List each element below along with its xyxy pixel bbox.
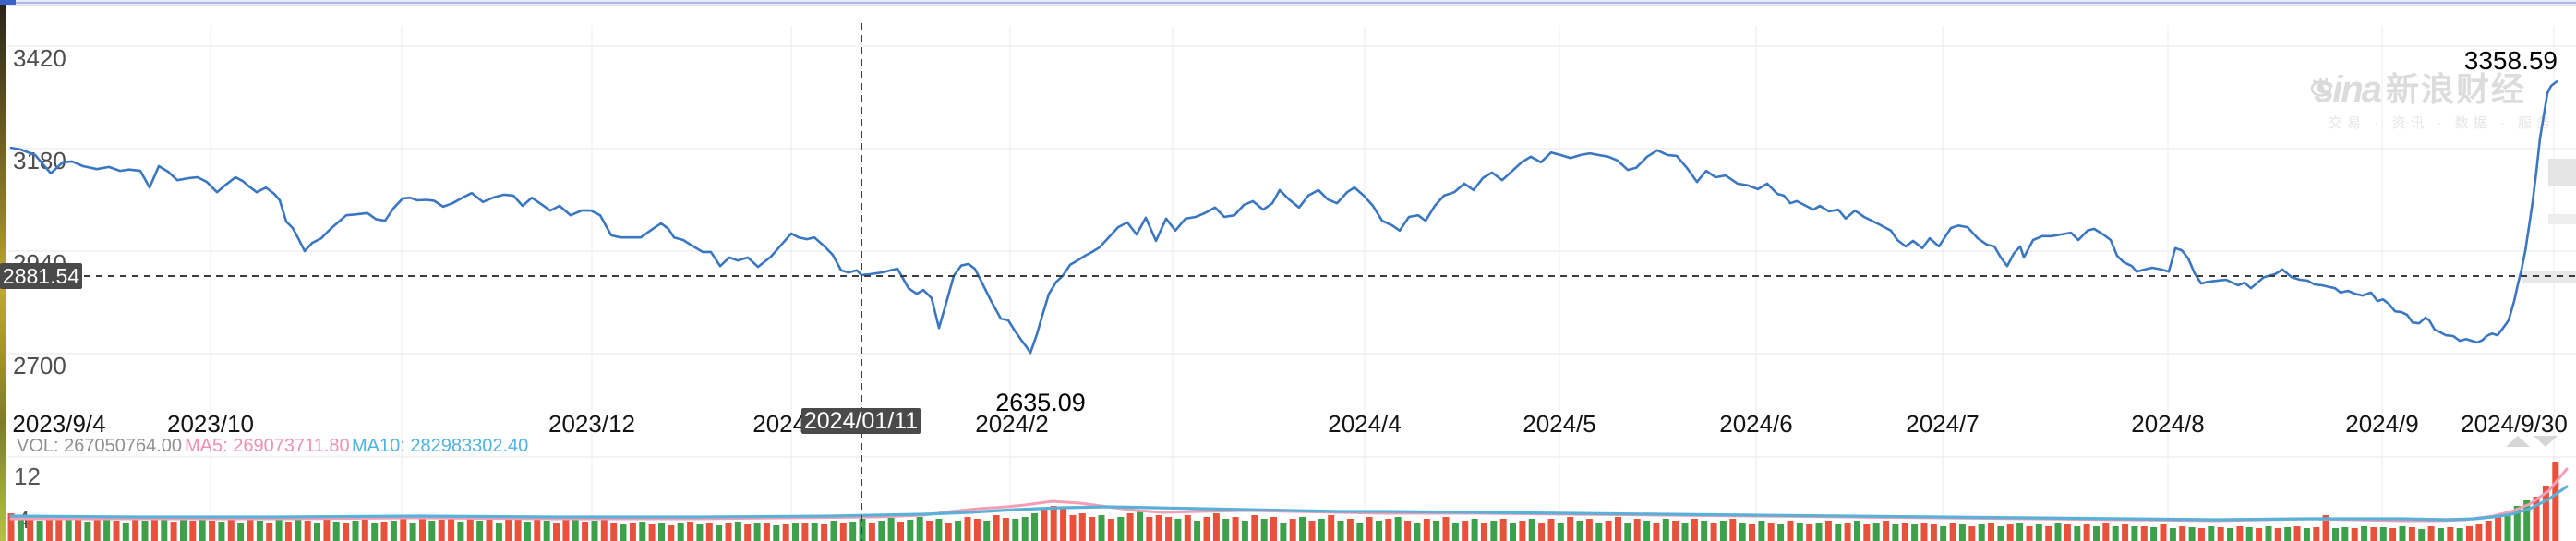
ma5-value-label: MA5: 269073711.80	[185, 436, 350, 456]
date-tick-2023-9-4: 2023/9/4	[12, 410, 106, 438]
top-progress-strip	[0, 0, 2576, 6]
date-tick-2023-12: 2023/12	[548, 410, 635, 438]
date-tick-2024-4: 2024/4	[1328, 410, 1402, 438]
pan-down-triangle-button[interactable]	[2534, 436, 2558, 447]
date-tick-2024-9: 2024/9	[2345, 410, 2419, 438]
right-edge-fragment	[2548, 214, 2576, 224]
ma10-value-label: MA10: 282983302.40	[352, 436, 529, 456]
date-tick-2024-8: 2024/8	[2131, 410, 2205, 438]
pan-up-triangle-button[interactable]	[2506, 436, 2530, 447]
sina-watermark: sina 新浪财经 交易 · 资讯 · 数据 · 服务	[2308, 69, 2576, 132]
date-tick-2024-2: 2024/2	[975, 410, 1049, 438]
sina-brand-cn-text: 新浪财经	[2386, 70, 2527, 108]
crosshair-price-badge: 2881.54	[0, 263, 82, 289]
date-tick-2024-7: 2024/7	[1906, 410, 1980, 438]
top-progress-line	[0, 2, 2576, 4]
date-tick-2024-9-30: 2024/9/30	[2461, 410, 2568, 438]
date-tick-2024-5: 2024/5	[1523, 410, 1596, 438]
date-tick-2024-6: 2024/6	[1719, 410, 1793, 438]
min-value-label: 2635.09	[995, 389, 1086, 416]
price-tick-2700: 2700	[13, 352, 66, 379]
price-tick-3420: 3420	[13, 44, 66, 72]
sina-tagline: 交易 · 资讯 · 数据 · 服务	[2329, 115, 2555, 131]
crosshair-date-badge: 2024/01/11	[801, 408, 921, 434]
date-tick-2023-10: 2023/10	[167, 410, 254, 438]
top-progress-chunk	[0, 0, 16, 5]
right-edge-fragment	[2548, 159, 2576, 186]
sina-brand-text: sina	[2314, 69, 2382, 110]
volume-value-label: VOL: 267050764.00	[17, 436, 183, 456]
volume-axis-label-12: 12	[14, 463, 41, 490]
max-value-label: 3358.59	[2463, 46, 2558, 75]
